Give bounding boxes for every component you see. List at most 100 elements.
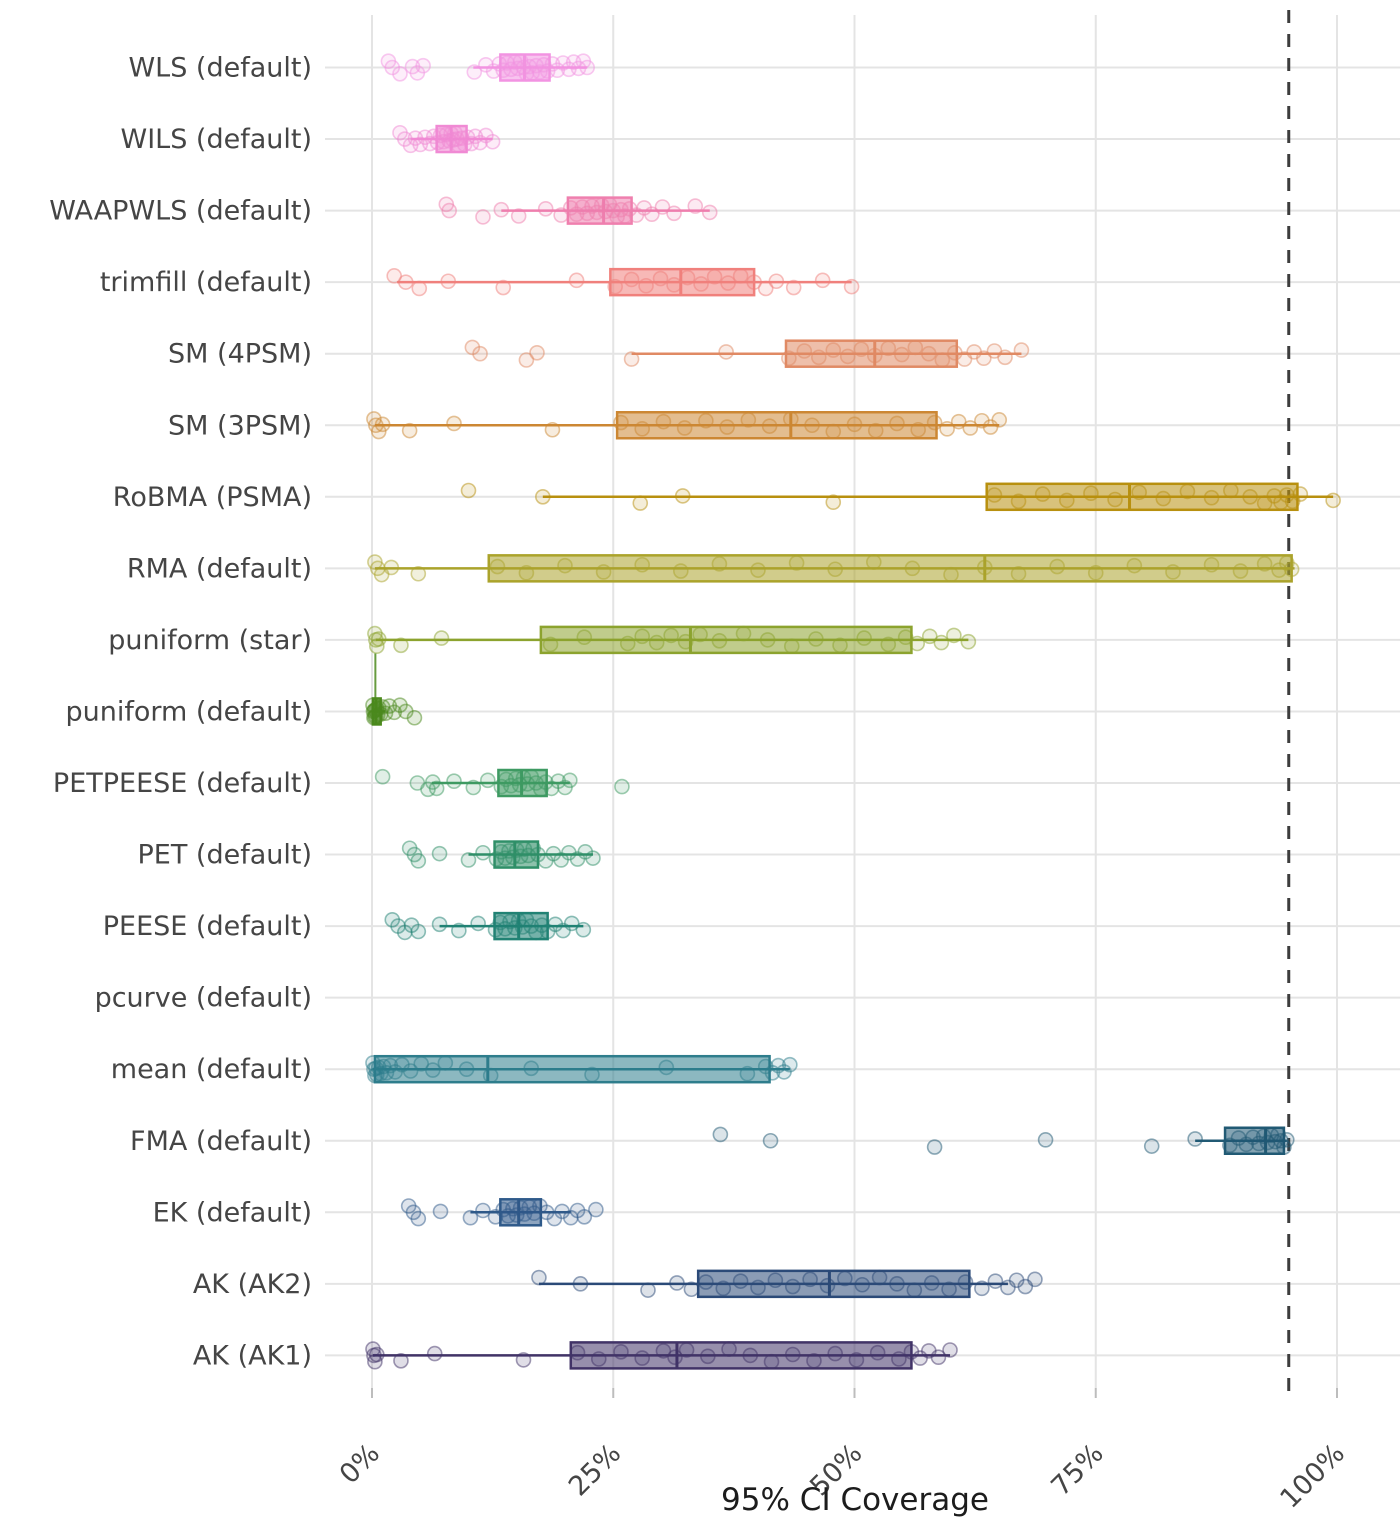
jitter-point bbox=[1232, 563, 1249, 579]
jitter-point bbox=[706, 268, 723, 285]
jitter-point bbox=[921, 345, 937, 362]
jitter-point bbox=[1010, 493, 1027, 510]
jitter-point bbox=[808, 631, 824, 647]
jitter-point bbox=[846, 416, 863, 433]
y-axis-label: WLS (default) bbox=[128, 53, 312, 84]
jitter-point bbox=[572, 1276, 589, 1292]
jitter-point bbox=[568, 272, 585, 289]
jitter-point bbox=[437, 1055, 454, 1071]
jitter-point bbox=[891, 1351, 907, 1367]
jitter-point bbox=[832, 637, 848, 654]
y-axis-label: FMA (default) bbox=[130, 1126, 312, 1157]
jitter-point bbox=[781, 350, 797, 367]
jitter-point bbox=[1325, 492, 1341, 509]
jitter-point bbox=[652, 270, 669, 287]
jitter-point bbox=[740, 412, 757, 428]
jitter-point bbox=[531, 1269, 547, 1286]
jitter-point bbox=[1131, 484, 1147, 501]
jitter-point bbox=[446, 415, 462, 432]
jitter-point bbox=[658, 1059, 675, 1076]
jitter-point bbox=[865, 554, 882, 570]
jitter-point bbox=[648, 634, 665, 651]
jitter-point bbox=[810, 349, 827, 366]
y-axis-label: AK (AK2) bbox=[193, 1269, 312, 1300]
jitter-point bbox=[962, 420, 979, 436]
jitter-point bbox=[667, 1349, 683, 1365]
jitter-point bbox=[663, 627, 679, 644]
jitter-point bbox=[715, 1280, 732, 1297]
jitter-point bbox=[410, 923, 427, 940]
jitter-point bbox=[493, 201, 510, 218]
jitter-point bbox=[909, 635, 926, 652]
jitter-point bbox=[1049, 558, 1065, 575]
jitter-point bbox=[1107, 491, 1123, 508]
jitter-point bbox=[1155, 490, 1172, 507]
jitter-point bbox=[470, 915, 486, 932]
jitter-point bbox=[1126, 557, 1143, 574]
jitter-point bbox=[926, 414, 943, 431]
jitter-point bbox=[802, 1271, 818, 1288]
jitter-point bbox=[1203, 489, 1220, 506]
jitter-point bbox=[784, 1346, 801, 1363]
jitter-point bbox=[750, 562, 766, 578]
jitter-point bbox=[698, 412, 714, 429]
jitter-point bbox=[700, 1348, 716, 1365]
jitter-point bbox=[1027, 1271, 1043, 1288]
jitter-point bbox=[784, 1278, 801, 1295]
jitter-point bbox=[782, 1056, 798, 1073]
jitter-point bbox=[867, 422, 884, 439]
jitter-point bbox=[1087, 565, 1104, 581]
jitter-point bbox=[942, 1342, 958, 1358]
jitter-point bbox=[666, 277, 682, 293]
jitter-point bbox=[634, 1350, 651, 1366]
jitter-point bbox=[804, 417, 820, 434]
jitter-point bbox=[676, 420, 693, 436]
jitter-point bbox=[623, 351, 640, 367]
y-axis-label: pcurve (default) bbox=[95, 983, 312, 1014]
jitter-point bbox=[431, 845, 448, 862]
jitter-point bbox=[889, 1276, 905, 1292]
jitter-point bbox=[1013, 342, 1030, 358]
jitter-point bbox=[1187, 1131, 1203, 1147]
jitter-point bbox=[518, 352, 535, 368]
jitter-point bbox=[1165, 564, 1181, 580]
jitter-point bbox=[623, 271, 640, 288]
jitter-point bbox=[1292, 486, 1309, 502]
jitter-point bbox=[655, 413, 672, 430]
jitter-point bbox=[997, 349, 1013, 366]
jitter-point bbox=[806, 1353, 822, 1369]
jitter-point bbox=[843, 278, 860, 295]
jitter-point bbox=[683, 1281, 700, 1298]
jitter-point bbox=[397, 274, 414, 290]
jitter-point bbox=[1059, 492, 1075, 509]
jitter-point bbox=[719, 419, 735, 435]
y-axis-label: SM (4PSM) bbox=[168, 339, 312, 370]
jitter-point bbox=[544, 421, 561, 438]
jitter-point bbox=[796, 343, 813, 359]
jitter-point bbox=[762, 1132, 779, 1149]
jitter-point bbox=[579, 59, 595, 76]
jitter-point bbox=[495, 279, 512, 296]
jitter-point bbox=[518, 565, 535, 581]
y-axis-label: mean (default) bbox=[111, 1054, 312, 1085]
jitter-point bbox=[489, 558, 506, 575]
jitter-point bbox=[711, 556, 728, 572]
jitter-point bbox=[415, 57, 431, 74]
jitter-point bbox=[718, 344, 734, 360]
jitter-point bbox=[827, 561, 844, 578]
jitter-point bbox=[926, 1139, 943, 1155]
jitter-point bbox=[768, 273, 785, 290]
jitter-point bbox=[763, 1353, 780, 1370]
jitter-point bbox=[677, 633, 694, 650]
jitter-point bbox=[374, 768, 391, 785]
jitter-point bbox=[1143, 1138, 1160, 1154]
jitter-point bbox=[584, 1066, 600, 1083]
jitter-point bbox=[619, 635, 636, 652]
jitter-point bbox=[991, 412, 1008, 428]
box bbox=[487, 554, 1293, 583]
jitter-point bbox=[460, 482, 477, 499]
jitter-point bbox=[1203, 556, 1220, 573]
jitter-point bbox=[854, 1276, 871, 1293]
